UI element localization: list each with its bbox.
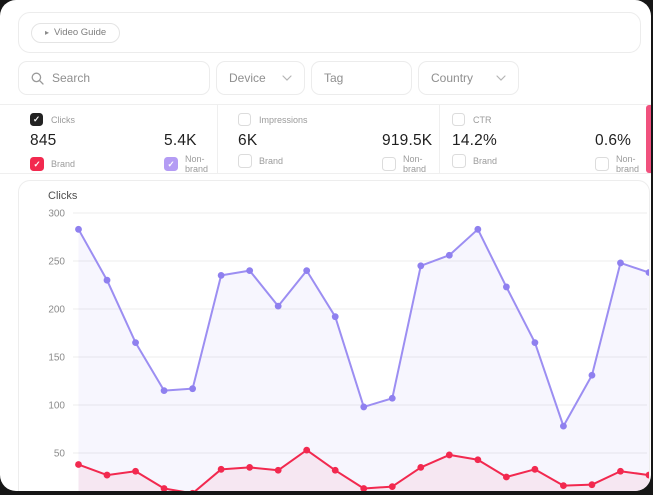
brand-value: 14.2% [452, 132, 497, 149]
device-select[interactable]: Device [216, 61, 305, 95]
brand-value: 6K [238, 132, 258, 149]
video-guide-card: ▸ Video Guide [18, 12, 641, 53]
brand-label: Brand [51, 159, 76, 170]
nonbrand-label: Non-brand [403, 154, 427, 174]
nonbrand-checkbox[interactable] [382, 157, 396, 171]
metric-name: Clicks [51, 114, 75, 125]
tag-placeholder: Tag [324, 71, 344, 85]
svg-text:250: 250 [48, 257, 65, 268]
nonbrand-value: 5.4K [164, 132, 197, 149]
nonbrand-label: Non-brand [185, 154, 209, 174]
chart-title: Clicks [48, 190, 78, 202]
metric-name: CTR [473, 114, 492, 125]
metrics-band: ✓ Clicks 845 5.4K ✓ Brand ✓ Non-brand [0, 104, 651, 174]
search-icon [31, 72, 44, 85]
video-guide-label: Video Guide [54, 27, 107, 38]
brand-value: 845 [30, 132, 57, 149]
search-input[interactable]: Search [18, 61, 210, 95]
svg-text:50: 50 [54, 449, 66, 460]
brand-label: Brand [259, 156, 284, 166]
clicks-checkbox[interactable]: ✓ [30, 113, 43, 126]
brand-label: Brand [473, 156, 498, 166]
metric-card-clicks: ✓ Clicks 845 5.4K ✓ Brand ✓ Non-brand [0, 105, 217, 174]
svg-text:200: 200 [48, 305, 65, 316]
ctr-checkbox[interactable] [452, 113, 465, 126]
search-placeholder: Search [52, 71, 91, 85]
brand-checkbox[interactable]: ✓ [30, 157, 44, 172]
filter-bar: Search Device Tag Country [18, 61, 519, 95]
svg-text:100: 100 [48, 401, 65, 412]
nonbrand-value: 919.5K [382, 132, 433, 149]
clicks-chart-card: 300 250 200 150 100 50 Clicks [18, 180, 650, 491]
nonbrand-label: Non-brand [616, 154, 640, 174]
metric-card-impressions: Impressions 6K 919.5K Brand Non-brand [217, 105, 439, 174]
chevron-down-icon [282, 75, 292, 81]
metric-name: Impressions [259, 114, 308, 125]
svg-text:300: 300 [48, 209, 65, 220]
brand-checkbox[interactable] [452, 154, 466, 168]
svg-text:150: 150 [48, 353, 65, 364]
metric-card-ctr: CTR 14.2% 0.6% Brand Non-brand [439, 105, 651, 174]
nonbrand-checkbox[interactable] [595, 157, 609, 171]
play-icon: ▸ [45, 27, 50, 37]
scroll-accent-strip[interactable] [646, 105, 651, 173]
nonbrand-value: 0.6% [595, 132, 632, 149]
device-select-label: Device [229, 71, 266, 85]
tag-input[interactable]: Tag [311, 61, 412, 95]
nonbrand-checkbox[interactable]: ✓ [164, 157, 178, 171]
video-guide-button[interactable]: ▸ Video Guide [31, 22, 121, 43]
country-select-label: Country [431, 71, 474, 85]
clicks-line-chart[interactable]: 300 250 200 150 100 50 [19, 181, 649, 491]
brand-checkbox[interactable] [238, 154, 252, 168]
country-select[interactable]: Country [418, 61, 519, 95]
chevron-down-icon [496, 75, 506, 81]
impressions-checkbox[interactable] [238, 113, 251, 126]
